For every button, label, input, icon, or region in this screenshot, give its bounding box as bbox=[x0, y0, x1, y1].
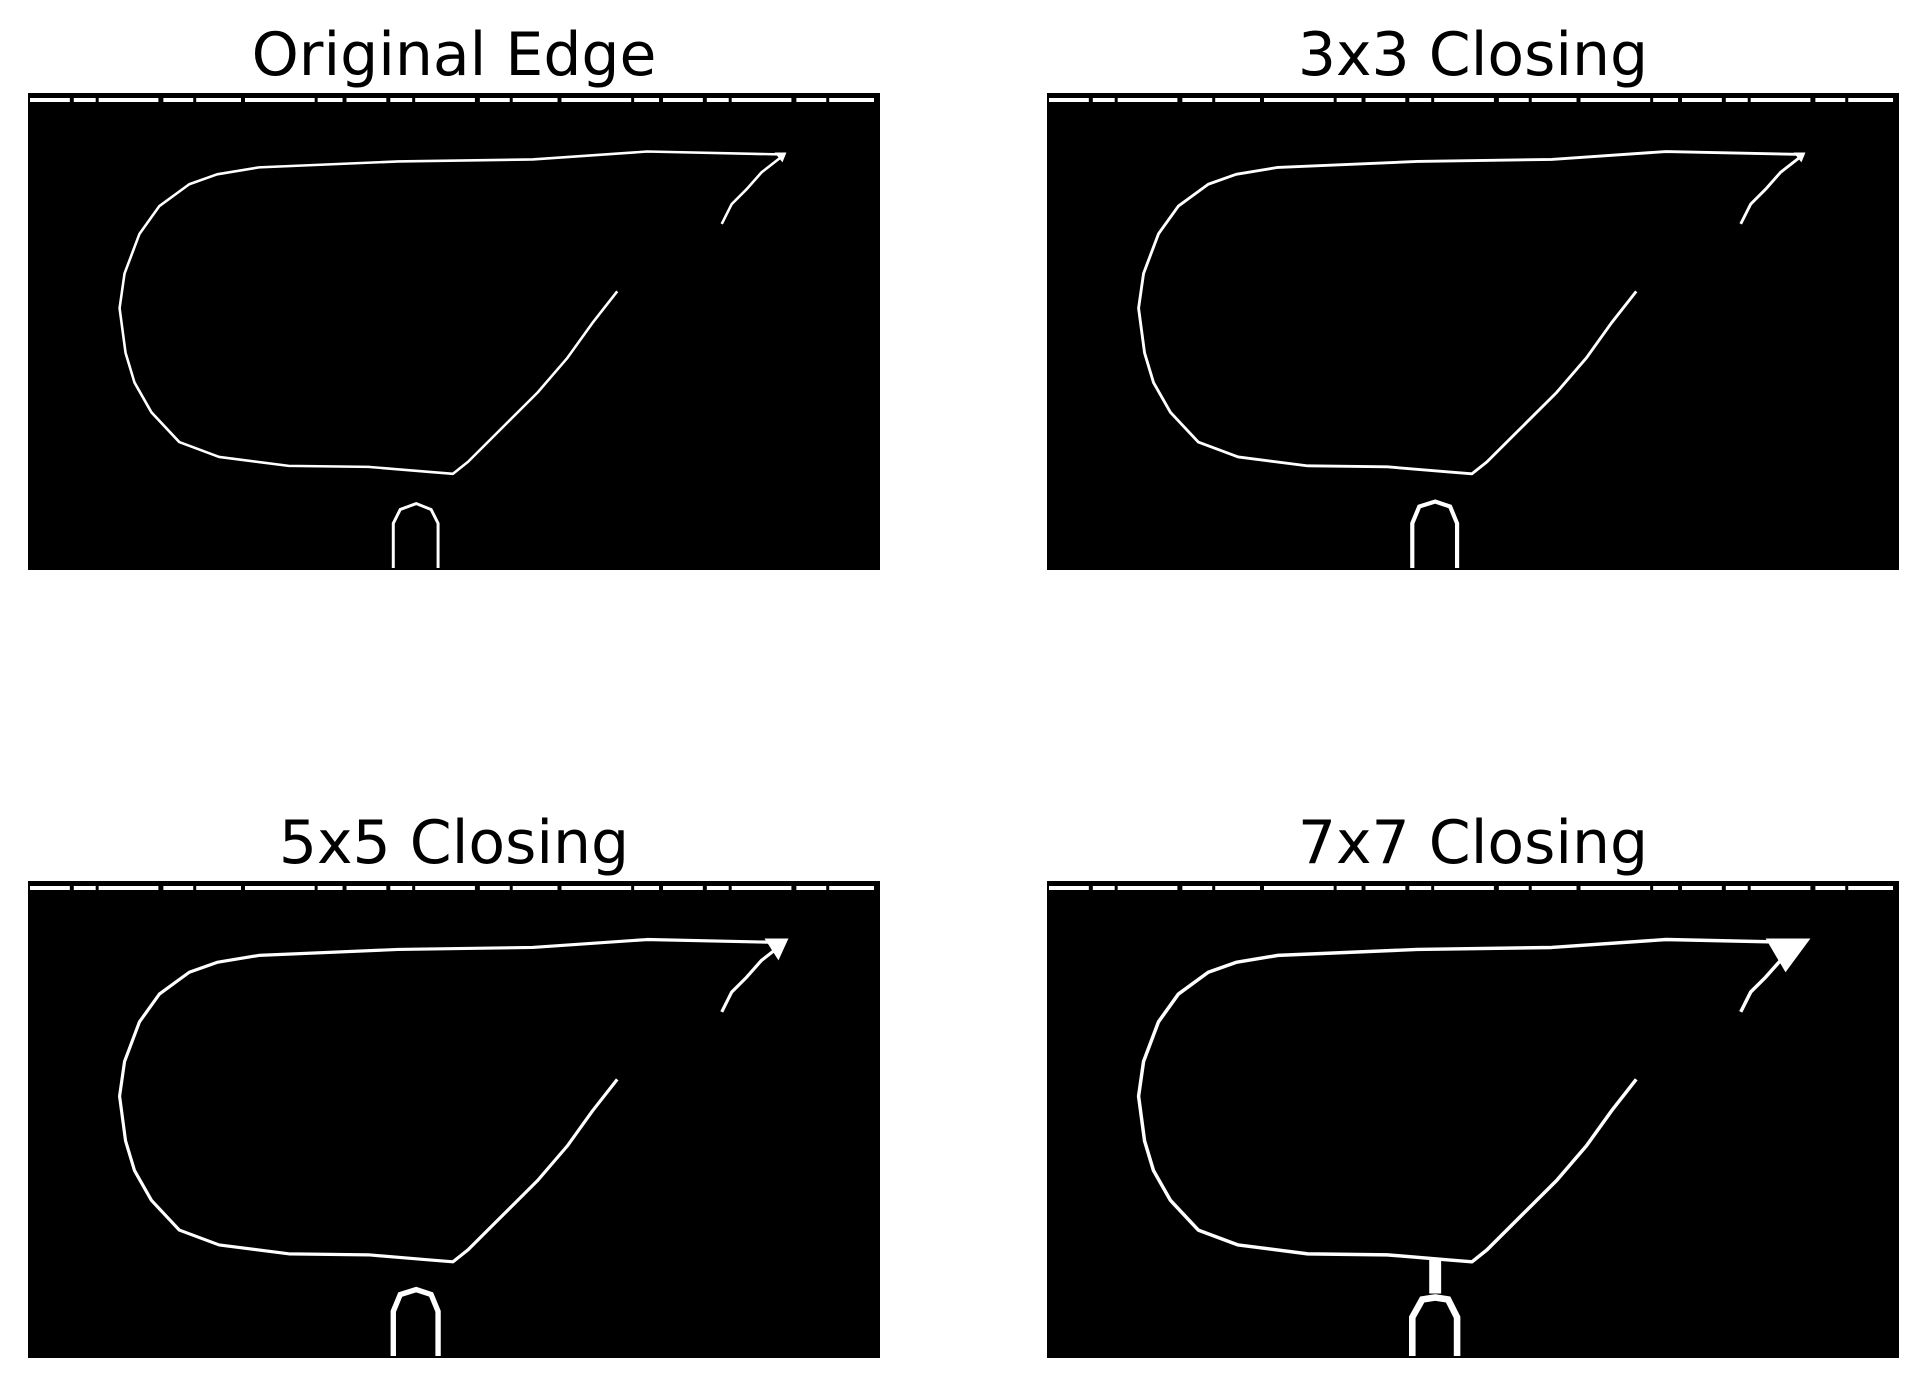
panel-title: 7x7 Closing bbox=[1297, 808, 1649, 878]
edge-small-blob bbox=[390, 1286, 441, 1356]
edge-tip bbox=[720, 153, 786, 225]
edge-bridge bbox=[1429, 1259, 1442, 1294]
edge-tip-fill bbox=[774, 152, 787, 163]
panel-title: Original Edge bbox=[251, 20, 657, 90]
edge-small-blob bbox=[1410, 499, 1460, 568]
edge-tip bbox=[1739, 153, 1805, 225]
edge-tip-fill bbox=[1765, 938, 1811, 973]
edge-small-blob bbox=[1409, 1294, 1461, 1356]
edge-outline bbox=[118, 150, 785, 476]
edge-image-svg bbox=[1049, 885, 1897, 1356]
edge-image bbox=[28, 881, 880, 1358]
edge-outline bbox=[1136, 937, 1804, 1264]
edge-image bbox=[28, 93, 880, 570]
edge-outline bbox=[1137, 150, 1804, 476]
edge-outline bbox=[117, 937, 785, 1264]
panel-title: 3x3 Closing bbox=[1297, 20, 1649, 90]
edge-tip-fill bbox=[1793, 152, 1806, 163]
edge-image-svg bbox=[30, 885, 878, 1356]
edge-tip-fill bbox=[764, 938, 789, 961]
edge-small-blob bbox=[391, 501, 440, 568]
edge-image-svg bbox=[1049, 97, 1897, 568]
panel-title: 5x5 Closing bbox=[278, 808, 630, 878]
edge-image bbox=[1047, 881, 1899, 1358]
edge-image bbox=[1047, 93, 1899, 570]
edge-tip bbox=[720, 941, 786, 1013]
edge-image-svg bbox=[30, 97, 878, 568]
